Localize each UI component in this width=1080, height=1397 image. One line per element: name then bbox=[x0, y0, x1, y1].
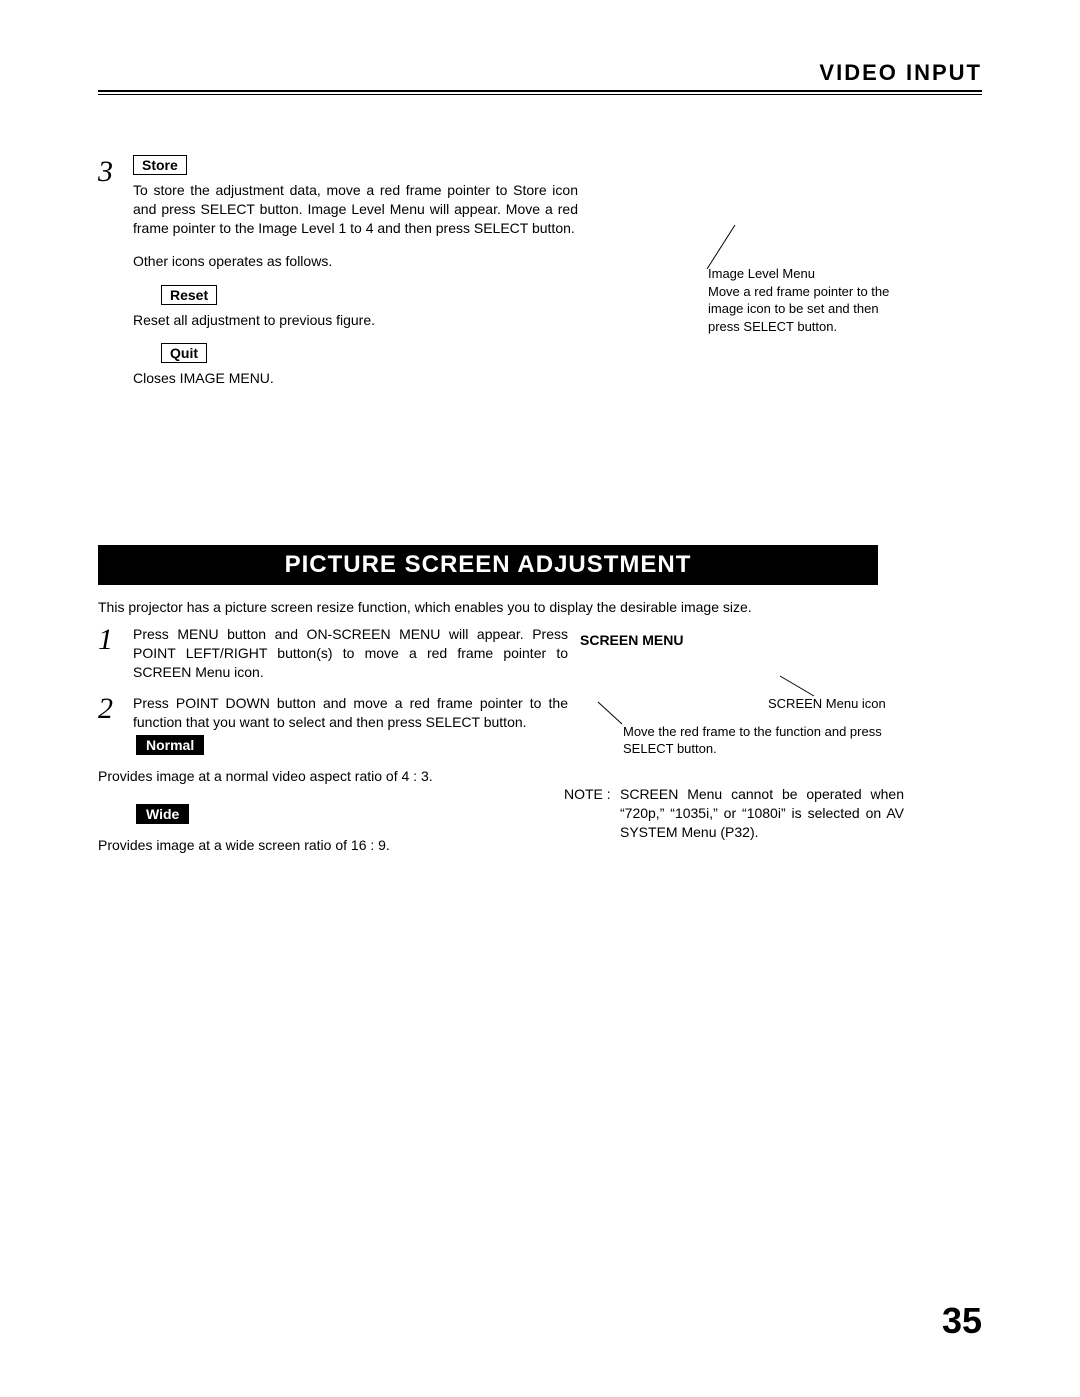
mode-normal: Normal Provides image at a normal video … bbox=[98, 735, 528, 786]
page-number: 35 bbox=[942, 1300, 982, 1342]
header-rule bbox=[98, 90, 982, 95]
note-body: SCREEN Menu cannot be operated when “720… bbox=[620, 785, 904, 842]
note-label: NOTE : bbox=[564, 785, 611, 804]
step-1: 1 Press MENU button and ON-SCREEN MENU w… bbox=[98, 625, 568, 682]
modes-block: Normal Provides image at a normal video … bbox=[98, 735, 528, 873]
reset-text: Reset all adjustment to previous figure. bbox=[133, 311, 578, 330]
step-number-1: 1 bbox=[98, 623, 113, 657]
normal-text: Provides image at a normal video aspect … bbox=[98, 767, 528, 786]
section-title-bar: PICTURE SCREEN ADJUSTMENT bbox=[98, 545, 878, 585]
image-level-callout: Image Level Menu Move a red frame pointe… bbox=[708, 265, 908, 335]
store-label: Store bbox=[133, 155, 187, 175]
steps-block: 1 Press MENU button and ON-SCREEN MENU w… bbox=[98, 625, 568, 743]
reset-label: Reset bbox=[161, 285, 217, 305]
store-text: To store the adjustment data, move a red… bbox=[133, 181, 578, 238]
step-2-text: Press POINT DOWN button and move a red f… bbox=[133, 694, 568, 732]
screen-menu-func-label: Move the red frame to the function and p… bbox=[623, 724, 903, 758]
step-2: 2 Press POINT DOWN button and move a red… bbox=[98, 694, 568, 732]
note-block: NOTE : SCREEN Menu cannot be operated wh… bbox=[564, 785, 904, 842]
normal-label: Normal bbox=[136, 735, 204, 755]
step-1-text: Press MENU button and ON-SCREEN MENU wil… bbox=[133, 625, 568, 682]
step-number-3: 3 bbox=[98, 155, 113, 189]
other-icons-text: Other icons operates as follows. bbox=[133, 252, 578, 271]
wide-label: Wide bbox=[136, 804, 189, 824]
quit-label: Quit bbox=[161, 343, 207, 363]
wide-text: Provides image at a wide screen ratio of… bbox=[98, 836, 528, 855]
quit-text: Closes IMAGE MENU. bbox=[133, 369, 578, 388]
screen-menu-heading: SCREEN MENU bbox=[580, 632, 683, 648]
section-3: 3 Store To store the adjustment data, mo… bbox=[98, 155, 578, 388]
screen-menu-icon-label: SCREEN Menu icon bbox=[768, 696, 886, 711]
intro-text: This projector has a picture screen resi… bbox=[98, 598, 878, 617]
step-number-2: 2 bbox=[98, 692, 113, 726]
mode-wide: Wide Provides image at a wide screen rat… bbox=[98, 804, 528, 855]
page-header: VIDEO INPUT bbox=[819, 60, 982, 86]
